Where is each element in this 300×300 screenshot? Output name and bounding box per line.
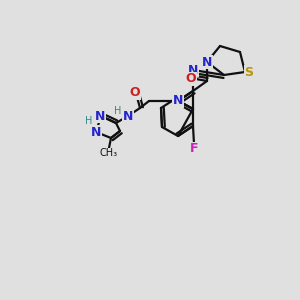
Text: N: N (188, 64, 198, 76)
Text: H: H (85, 116, 93, 126)
Text: N: N (95, 110, 105, 122)
Text: O: O (186, 73, 196, 85)
Text: O: O (130, 86, 140, 100)
Text: N: N (173, 94, 183, 107)
Text: N: N (91, 125, 101, 139)
Text: CH₃: CH₃ (100, 148, 118, 158)
Text: N: N (202, 56, 212, 68)
Text: H: H (114, 106, 122, 116)
Text: S: S (244, 65, 253, 79)
Text: N: N (123, 110, 133, 122)
Text: F: F (190, 142, 198, 155)
